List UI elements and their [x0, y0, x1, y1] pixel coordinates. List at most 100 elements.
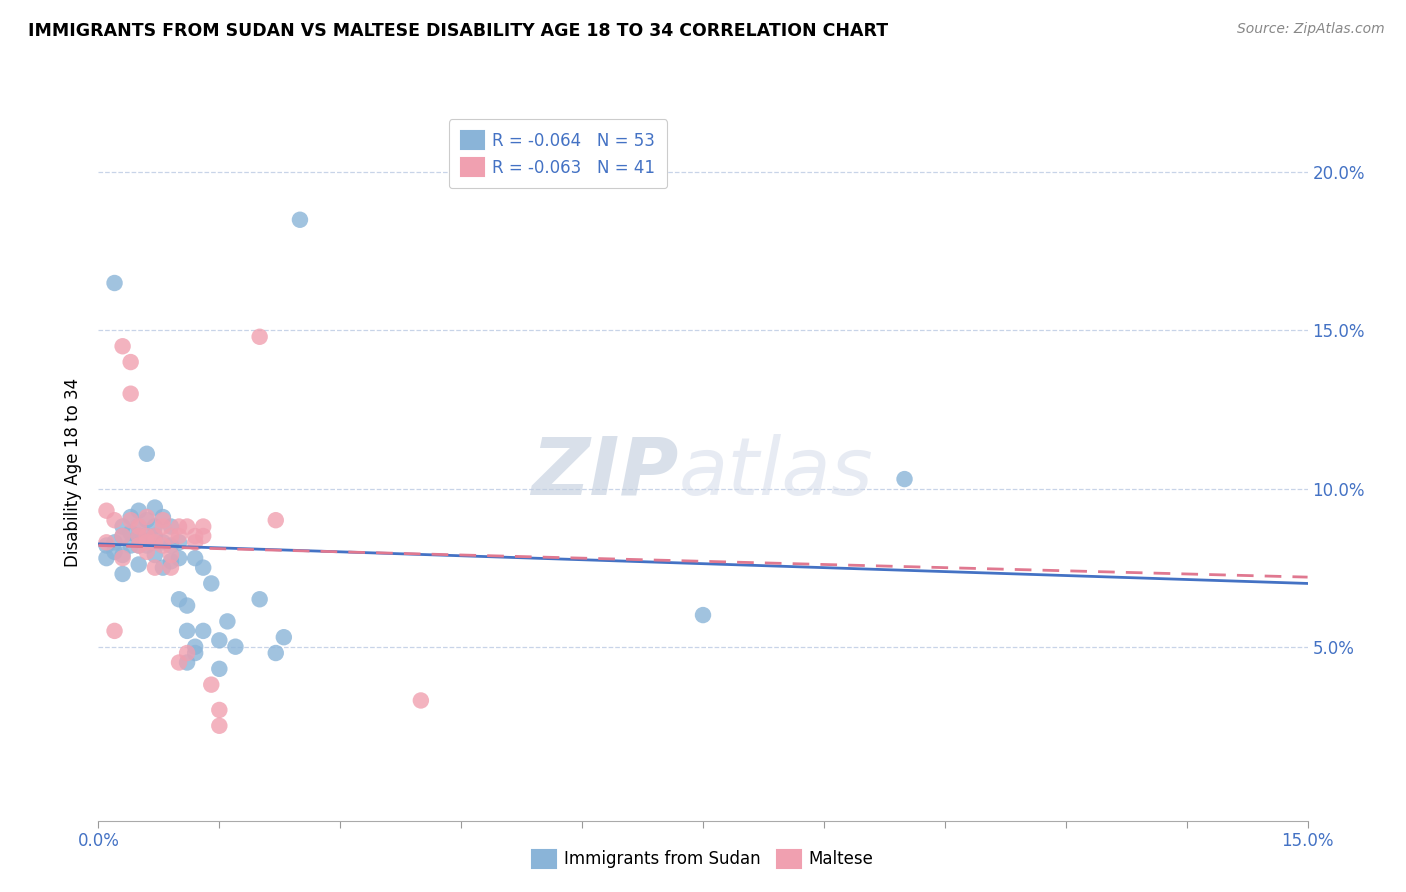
Point	[120, 525, 142, 540]
Point	[193, 560, 215, 574]
Point	[167, 656, 190, 670]
Point	[128, 529, 150, 543]
Point	[167, 519, 190, 533]
Point	[135, 539, 157, 553]
Text: atlas: atlas	[679, 434, 873, 512]
Point	[152, 519, 174, 533]
Point	[288, 212, 311, 227]
Point	[135, 529, 157, 543]
Text: IMMIGRANTS FROM SUDAN VS MALTESE DISABILITY AGE 18 TO 34 CORRELATION CHART: IMMIGRANTS FROM SUDAN VS MALTESE DISABIL…	[28, 22, 889, 40]
Point	[128, 519, 150, 533]
Point	[135, 529, 157, 543]
Point	[184, 551, 207, 566]
Point	[273, 630, 295, 644]
Point	[111, 529, 134, 543]
Point	[128, 558, 150, 572]
Point	[96, 551, 118, 566]
Point	[176, 599, 198, 613]
Point	[208, 662, 231, 676]
Point	[111, 529, 134, 543]
Point	[152, 510, 174, 524]
Point	[111, 339, 134, 353]
Point	[128, 504, 150, 518]
Point	[143, 560, 166, 574]
Point	[176, 624, 198, 638]
Point	[208, 633, 231, 648]
Point	[193, 519, 215, 533]
Point	[103, 513, 125, 527]
Point	[184, 535, 207, 549]
Point	[96, 504, 118, 518]
Legend: Immigrants from Sudan, Maltese: Immigrants from Sudan, Maltese	[526, 843, 880, 875]
Point	[193, 624, 215, 638]
Point	[200, 576, 222, 591]
Point	[111, 519, 134, 533]
Point	[135, 545, 157, 559]
Point	[167, 592, 190, 607]
Point	[176, 646, 198, 660]
Point	[176, 519, 198, 533]
Point	[224, 640, 246, 654]
Point	[167, 535, 190, 549]
Text: ZIP: ZIP	[531, 434, 679, 512]
Text: Source: ZipAtlas.com: Source: ZipAtlas.com	[1237, 22, 1385, 37]
Point	[96, 535, 118, 549]
Point	[160, 529, 183, 543]
Point	[120, 510, 142, 524]
Point	[264, 646, 287, 660]
Point	[176, 656, 198, 670]
Point	[893, 472, 915, 486]
Point	[135, 513, 157, 527]
Point	[264, 513, 287, 527]
Point	[160, 519, 183, 533]
Point	[692, 608, 714, 623]
Point	[128, 539, 150, 553]
Point	[152, 539, 174, 553]
Point	[120, 513, 142, 527]
Point	[103, 535, 125, 549]
Point	[128, 539, 150, 553]
Point	[143, 529, 166, 543]
Point	[160, 539, 183, 553]
Point	[409, 693, 432, 707]
Point	[128, 529, 150, 543]
Point	[208, 703, 231, 717]
Point	[152, 535, 174, 549]
Point	[103, 545, 125, 559]
Point	[128, 519, 150, 533]
Point	[167, 529, 190, 543]
Point	[120, 355, 142, 369]
Y-axis label: Disability Age 18 to 34: Disability Age 18 to 34	[65, 378, 83, 567]
Point	[143, 535, 166, 549]
Point	[143, 529, 166, 543]
Point	[135, 510, 157, 524]
Point	[160, 560, 183, 574]
Point	[184, 640, 207, 654]
Point	[111, 548, 134, 562]
Point	[160, 554, 183, 568]
Point	[135, 447, 157, 461]
Point	[103, 276, 125, 290]
Point	[111, 551, 134, 566]
Point	[184, 646, 207, 660]
Point	[152, 513, 174, 527]
Point	[111, 566, 134, 581]
Point	[152, 560, 174, 574]
Point	[160, 548, 183, 562]
Point	[193, 529, 215, 543]
Point	[249, 592, 271, 607]
Point	[135, 535, 157, 549]
Point	[200, 678, 222, 692]
Point	[120, 539, 142, 553]
Point	[217, 615, 239, 629]
Point	[96, 539, 118, 553]
Point	[208, 719, 231, 733]
Point	[167, 551, 190, 566]
Point	[143, 519, 166, 533]
Point	[120, 386, 142, 401]
Point	[249, 330, 271, 344]
Point	[184, 529, 207, 543]
Point	[103, 624, 125, 638]
Point	[143, 500, 166, 515]
Point	[143, 548, 166, 562]
